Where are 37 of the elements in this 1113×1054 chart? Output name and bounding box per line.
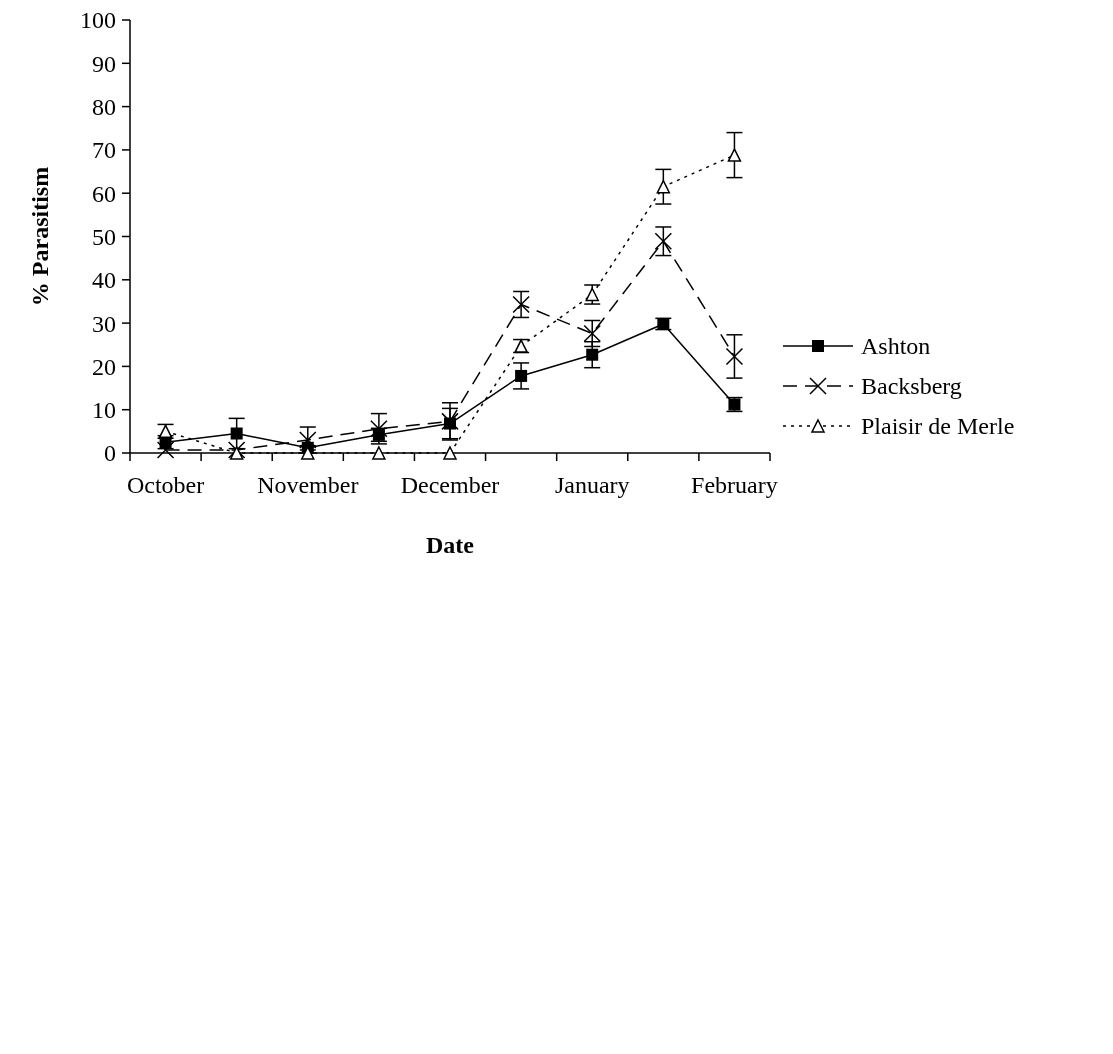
y-tick-label: 40 — [92, 267, 116, 294]
y-tick-label: 90 — [92, 50, 116, 77]
point — [583, 324, 601, 343]
point — [227, 441, 246, 459]
point — [725, 347, 744, 366]
point — [515, 369, 528, 382]
point — [586, 348, 599, 361]
y-tick-label: 30 — [92, 310, 116, 337]
point — [441, 412, 459, 431]
y-axis-title: % Parasitism — [27, 166, 53, 307]
y-tick-label: 80 — [92, 94, 116, 120]
y-tick-label: 20 — [92, 353, 116, 380]
x-axis-title: Date — [426, 532, 475, 558]
point — [654, 232, 673, 251]
y-tick-label: 0 — [104, 440, 116, 467]
x-tick-label: February — [691, 472, 778, 498]
point — [301, 446, 315, 460]
y-tick-label: 50 — [92, 223, 116, 250]
point — [512, 295, 530, 314]
y-tick-label: 70 — [92, 137, 116, 164]
point — [656, 179, 671, 194]
point — [370, 420, 388, 438]
x-tick-label: October — [126, 472, 205, 498]
point — [156, 441, 175, 459]
y-tick-label: 10 — [92, 397, 116, 424]
x-tick-label: December — [400, 472, 500, 498]
y-tick-label: 60 — [92, 180, 116, 207]
point — [727, 148, 742, 162]
legend-label: Backsberg — [861, 373, 962, 400]
point — [229, 446, 244, 460]
y-tick-label: 100 — [80, 7, 116, 34]
point — [230, 427, 243, 440]
point — [443, 446, 457, 460]
x-tick-label: November — [257, 472, 359, 498]
legend-label: Ashton — [861, 333, 931, 360]
x-tick-label: January — [554, 472, 630, 498]
legend-label: Plaisir de Merle — [861, 413, 1015, 440]
